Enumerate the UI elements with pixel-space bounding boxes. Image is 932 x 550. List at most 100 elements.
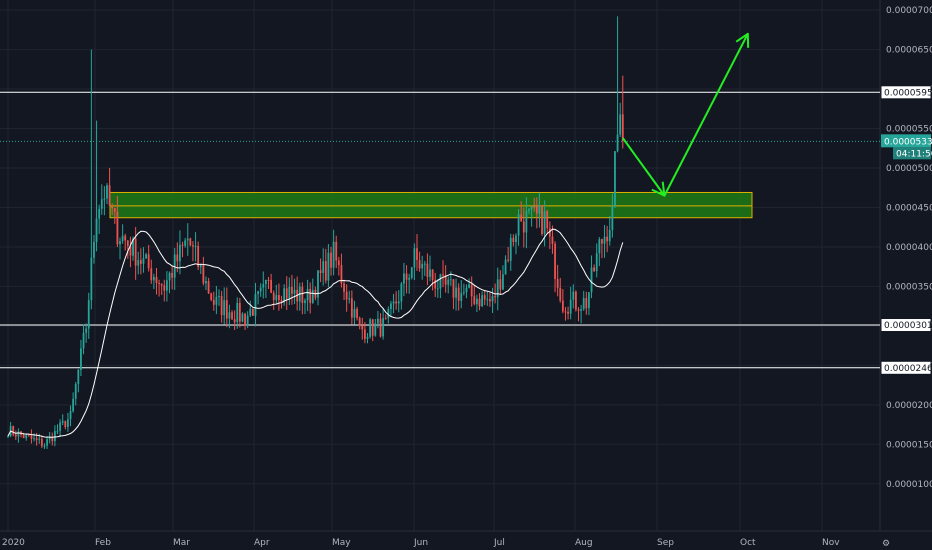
settings-gear-icon: ⚙: [882, 539, 890, 549]
candle-body: [546, 211, 549, 229]
candle-body: [343, 283, 345, 292]
candle-body: [93, 241, 95, 258]
candle-body: [124, 235, 127, 241]
candle-body: [538, 205, 541, 214]
current-price-label-bg: [881, 134, 931, 148]
candle-body: [231, 312, 233, 320]
candle-body: [100, 199, 103, 209]
candle-body: [152, 277, 155, 281]
candle-body: [254, 294, 257, 316]
candle-body: [241, 313, 244, 322]
candle-body: [439, 274, 442, 289]
candle-body: [30, 435, 33, 439]
candle-body: [330, 252, 332, 268]
candle-body: [496, 279, 499, 298]
candle-body: [483, 295, 486, 300]
candle-body: [392, 301, 395, 304]
candle-body: [473, 296, 476, 305]
candle-body: [598, 239, 601, 254]
candle-body: [129, 246, 132, 256]
candle-body: [126, 240, 129, 247]
candle-body: [90, 257, 93, 301]
candle-body: [215, 296, 218, 305]
level-price-label: 0.00003011: [884, 321, 932, 331]
candle-body: [311, 289, 314, 304]
candle-body: [603, 236, 606, 244]
candle-body: [278, 294, 280, 300]
candle-body: [390, 303, 392, 310]
time-tick-label: Feb: [95, 538, 111, 548]
forecast-arrow-head-up: [735, 32, 750, 48]
candle-body: [353, 308, 356, 318]
candle-body: [194, 245, 197, 247]
candle-body: [304, 300, 306, 304]
candle-body: [590, 267, 593, 293]
candle-body: [145, 254, 147, 259]
candle-body: [403, 273, 405, 284]
candle-body: [436, 288, 439, 290]
candle-body: [548, 228, 551, 237]
candle-body: [181, 244, 184, 246]
candle-body: [371, 319, 374, 336]
candle-body: [14, 434, 17, 437]
candle-body: [283, 288, 286, 303]
candle-body: [606, 236, 609, 242]
candle-body: [512, 237, 515, 243]
level-price-label: 0.00005959: [884, 88, 932, 98]
candle-body: [199, 265, 202, 268]
candle-body: [556, 279, 559, 288]
candle-body: [614, 151, 616, 206]
candle-body: [98, 208, 101, 219]
candle-body: [486, 299, 489, 301]
candle-body: [358, 317, 361, 326]
candle-body: [25, 434, 28, 439]
candle-body: [280, 299, 283, 303]
candle-body: [257, 291, 259, 295]
candle-body: [374, 323, 377, 336]
candle-body: [134, 238, 137, 266]
candle-body: [384, 318, 387, 320]
candle-body: [478, 298, 481, 307]
candle-body: [574, 291, 577, 310]
candle-body: [580, 309, 582, 311]
candle-body: [332, 241, 335, 268]
candle-body: [262, 284, 265, 288]
time-axis[interactable]: 2020 Feb Mar Apr May Jun Jul Aug Sep Oct Nov ⚙: [2, 538, 890, 549]
forecast-arrow[interactable]: [621, 32, 750, 197]
candle-body: [455, 287, 457, 298]
candle-body: [494, 296, 497, 298]
horizontal-levels: [0, 91, 880, 369]
candle-body: [585, 298, 588, 309]
candle-body: [210, 293, 213, 300]
candle-body: [35, 438, 38, 440]
candle-body: [207, 281, 210, 294]
candle-body: [608, 229, 611, 242]
candle-body: [468, 284, 470, 288]
candle-body: [395, 301, 398, 304]
candle-body: [348, 298, 351, 300]
candle-body: [17, 431, 20, 437]
candle-body: [327, 252, 330, 281]
candle-body: [543, 211, 546, 234]
candle-body: [189, 238, 192, 246]
candle-body: [517, 214, 520, 236]
candle-body: [616, 134, 619, 152]
candle-body: [82, 332, 85, 349]
candle-body: [507, 259, 510, 261]
time-tick-label: Nov: [822, 538, 840, 548]
candle-body: [69, 411, 72, 420]
support-zone[interactable]: [109, 191, 753, 219]
candle-body: [408, 277, 411, 280]
candle-body: [103, 198, 106, 200]
candle-body: [595, 253, 598, 272]
candle-body: [246, 315, 249, 326]
candle-body: [582, 298, 585, 310]
candle-body: [111, 205, 114, 209]
candle-body: [155, 277, 158, 284]
candle-body: [611, 205, 614, 230]
candle-body: [418, 259, 421, 269]
candle-body: [520, 214, 523, 222]
candle-body: [567, 311, 569, 314]
